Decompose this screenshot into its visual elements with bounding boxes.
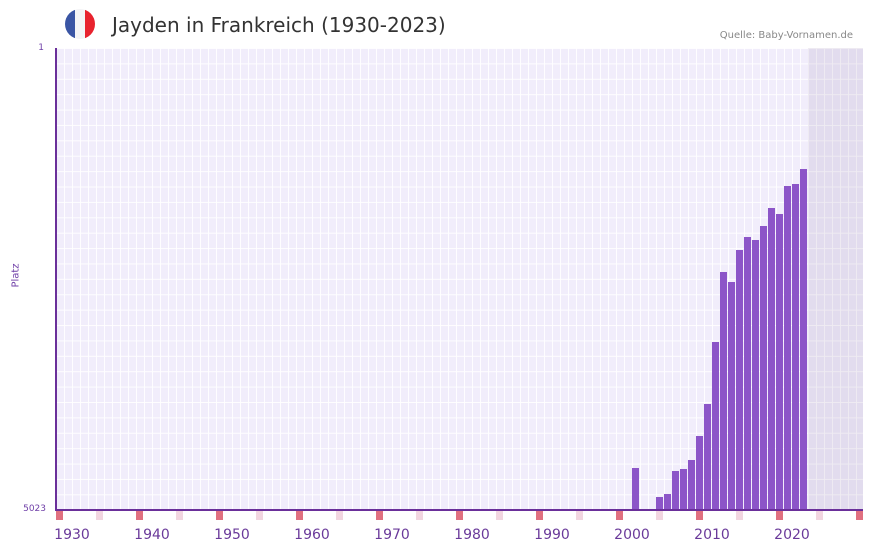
year-tick bbox=[496, 511, 503, 520]
x-tick-label: 1950 bbox=[214, 527, 250, 543]
chart-title: Jayden in Frankreich (1930-2023) bbox=[112, 13, 446, 37]
year-tick bbox=[376, 511, 383, 520]
bar-2000[interactable] bbox=[632, 468, 639, 510]
bar-2008[interactable] bbox=[696, 436, 703, 510]
bar-2006[interactable] bbox=[680, 469, 687, 510]
bar-2013[interactable] bbox=[736, 250, 743, 510]
bar-2010[interactable] bbox=[712, 342, 719, 510]
x-tick-label: 1940 bbox=[134, 527, 170, 543]
x-tick-label: 1980 bbox=[454, 527, 490, 543]
france-flag-icon bbox=[65, 9, 95, 39]
year-tick bbox=[696, 511, 703, 520]
bar-2011[interactable] bbox=[720, 272, 727, 510]
x-tick-label: 1960 bbox=[294, 527, 330, 543]
bar-2003[interactable] bbox=[656, 497, 663, 510]
y-axis-line bbox=[55, 48, 57, 511]
bar-2014[interactable] bbox=[744, 237, 751, 510]
year-tick bbox=[816, 511, 823, 520]
future-shade bbox=[808, 48, 863, 510]
year-tick bbox=[656, 511, 663, 520]
bar-2009[interactable] bbox=[704, 404, 711, 510]
x-tick-label: 1970 bbox=[374, 527, 410, 543]
y-axis-label: Platz bbox=[10, 263, 22, 288]
year-tick bbox=[256, 511, 263, 520]
x-tick-label: 2020 bbox=[774, 527, 810, 543]
bar-2021[interactable] bbox=[800, 168, 807, 510]
year-tick bbox=[216, 511, 223, 520]
year-tick bbox=[736, 511, 743, 520]
x-tick-label: 2010 bbox=[694, 527, 730, 543]
source-link[interactable]: Quelle: Baby-Vornamen.de bbox=[719, 30, 853, 41]
year-tick bbox=[576, 511, 583, 520]
year-tick bbox=[856, 511, 863, 520]
year-tick bbox=[296, 511, 303, 520]
bar-2015[interactable] bbox=[752, 240, 759, 510]
bar-2005[interactable] bbox=[672, 471, 679, 510]
year-tick bbox=[416, 511, 423, 520]
x-axis-line bbox=[56, 509, 863, 511]
year-tick-row bbox=[56, 511, 863, 520]
bar-2016[interactable] bbox=[760, 226, 767, 510]
bar-2020[interactable] bbox=[792, 183, 799, 510]
y-tick-top: 1 bbox=[38, 43, 44, 53]
x-tick-label: 2000 bbox=[614, 527, 650, 543]
bar-2004[interactable] bbox=[664, 494, 671, 510]
year-tick bbox=[616, 511, 623, 520]
plot-area bbox=[56, 48, 863, 510]
year-tick bbox=[536, 511, 543, 520]
year-tick bbox=[56, 511, 63, 520]
year-tick bbox=[96, 511, 103, 520]
y-tick-bottom: 5023 bbox=[23, 504, 46, 514]
x-tick-label: 1990 bbox=[534, 527, 570, 543]
year-tick bbox=[136, 511, 143, 520]
bar-2018[interactable] bbox=[776, 213, 783, 510]
year-tick bbox=[776, 511, 783, 520]
year-tick bbox=[336, 511, 343, 520]
year-tick bbox=[176, 511, 183, 520]
x-tick-label: 1930 bbox=[54, 527, 90, 543]
bar-2012[interactable] bbox=[728, 282, 735, 510]
bar-2017[interactable] bbox=[768, 207, 775, 510]
bar-2019[interactable] bbox=[784, 186, 791, 510]
year-tick bbox=[456, 511, 463, 520]
bar-2007[interactable] bbox=[688, 460, 695, 510]
